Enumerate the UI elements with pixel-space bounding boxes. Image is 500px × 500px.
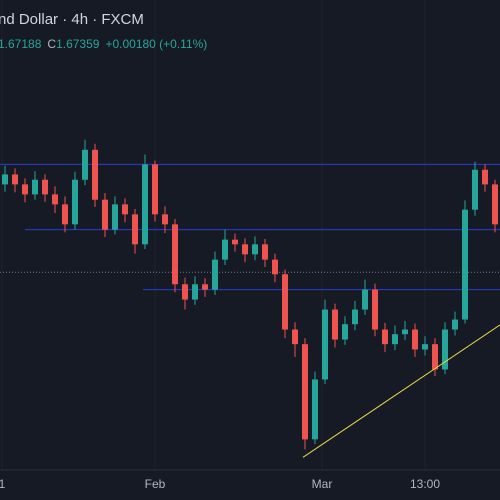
candle-body xyxy=(222,239,228,260)
candle-body xyxy=(402,329,408,335)
candle-body xyxy=(122,204,128,215)
candle-body xyxy=(432,344,438,370)
candle-body xyxy=(272,259,278,275)
candle-body xyxy=(342,324,348,340)
candle-body xyxy=(242,244,248,255)
candle-body xyxy=(492,184,498,225)
x-tick-label: Mar xyxy=(312,477,333,491)
candle-body xyxy=(322,309,328,380)
candle-body xyxy=(482,169,488,185)
open-value: 1.67188 xyxy=(0,37,42,51)
candle-body xyxy=(412,329,418,350)
candle-body xyxy=(472,169,478,210)
candle-body xyxy=(452,319,458,330)
candle-body xyxy=(262,244,268,260)
close-label: C xyxy=(47,37,56,51)
candle-body xyxy=(102,199,108,230)
x-tick-label: Feb xyxy=(145,477,166,491)
candle-body xyxy=(42,179,48,195)
candle-body xyxy=(62,204,68,225)
ohlc-info: 1.67188 C1.67359 +0.00180 (+0.11%) xyxy=(0,37,207,51)
candle-body xyxy=(462,209,468,320)
candle-body xyxy=(212,259,218,290)
candle-body xyxy=(352,309,358,325)
candle-body xyxy=(132,214,138,245)
plot-area xyxy=(0,0,500,470)
x-tick-label: 1 xyxy=(0,477,6,491)
candle-body xyxy=(252,244,258,255)
candle-body xyxy=(202,284,208,290)
candle-body xyxy=(302,344,308,440)
candle-body xyxy=(332,309,338,340)
candle-body xyxy=(2,174,8,185)
candle-body xyxy=(182,284,188,300)
candle-body xyxy=(312,379,318,440)
candle-body xyxy=(52,194,58,205)
candle-body xyxy=(232,239,238,245)
candle-body xyxy=(162,214,168,225)
candle-body xyxy=(362,289,368,310)
candle-body xyxy=(12,174,18,185)
candle-body xyxy=(282,274,288,330)
candle-body xyxy=(372,289,378,330)
candle-body xyxy=(22,184,28,195)
change: +0.00180 (+0.11%) xyxy=(105,37,207,51)
candle-body xyxy=(192,284,198,300)
candle-body xyxy=(82,149,88,180)
candle-body xyxy=(92,149,98,200)
candle-body xyxy=(382,329,388,345)
candle-body xyxy=(72,179,78,225)
trend-line xyxy=(302,324,500,458)
x-tick-label: 13:00 xyxy=(410,477,440,491)
candle-body xyxy=(152,164,158,215)
candle-body xyxy=(112,204,118,230)
candle-body xyxy=(422,344,428,350)
candle-body xyxy=(392,334,398,345)
candle-body xyxy=(142,164,148,245)
candle-body xyxy=(292,329,298,345)
symbol-title: nd Dollar · 4h · FXCM xyxy=(0,11,144,28)
close-value: 1.67359 xyxy=(56,37,100,51)
candle-body xyxy=(172,224,178,285)
candle-body xyxy=(32,179,38,195)
candle-body xyxy=(442,329,448,370)
